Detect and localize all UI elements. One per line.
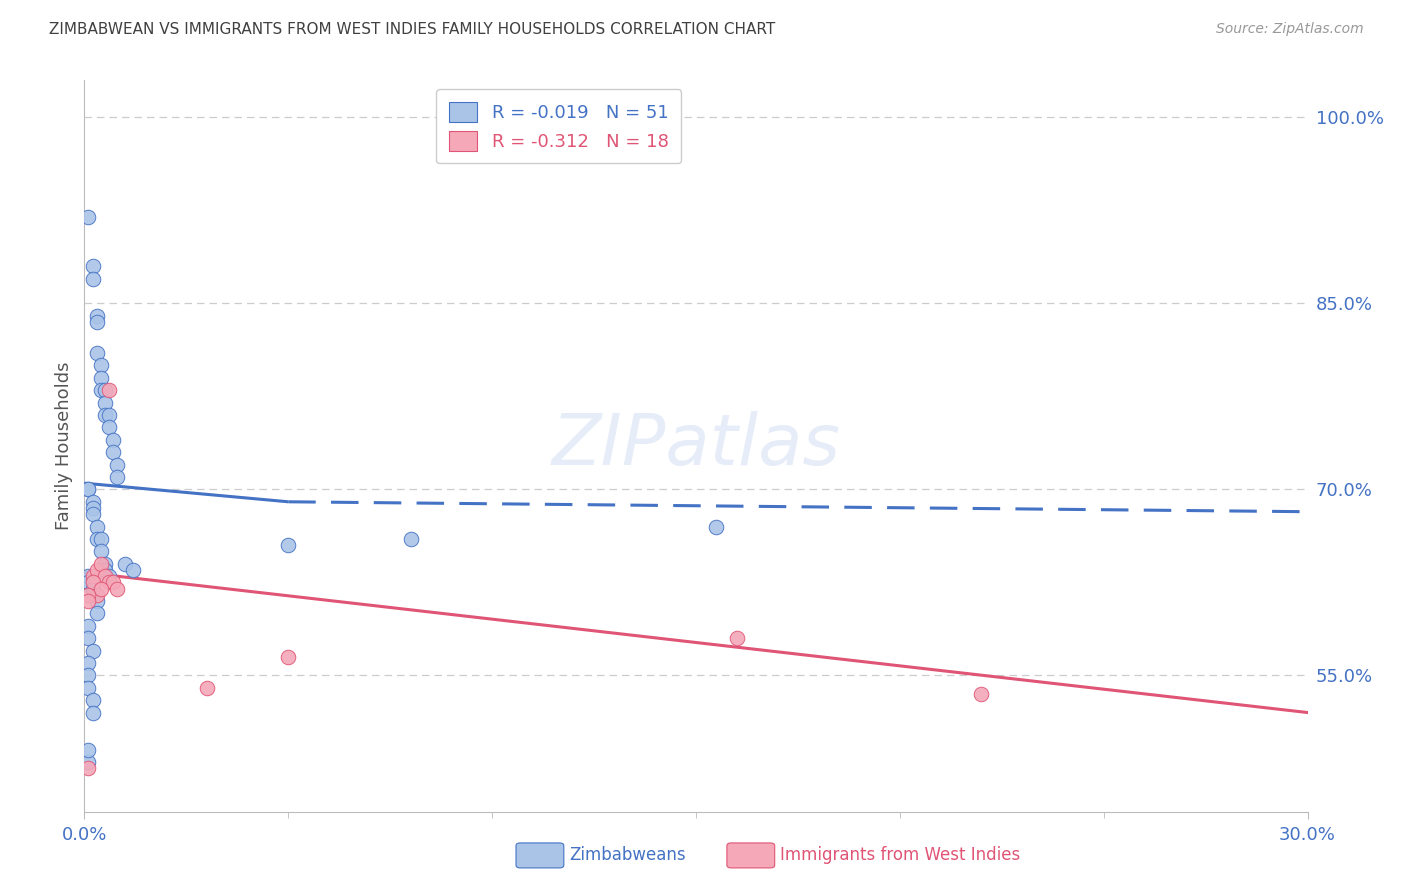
Point (77, 588, 100, 602)
Point (82, 569, 104, 583)
Point (82, 693, 104, 707)
Point (90, 359, 112, 373)
Text: Source: ZipAtlas.com: Source: ZipAtlas.com (1216, 22, 1364, 37)
Point (195, 681, 218, 695)
Point (97, 569, 120, 583)
Point (82, 271, 104, 285)
Point (277, 649, 299, 664)
Point (90, 383, 112, 397)
Point (277, 538, 299, 552)
Point (93, 563, 115, 577)
Point (86, 532, 108, 546)
Point (86, 588, 108, 602)
Point (77, 483, 100, 497)
Point (90, 582, 112, 596)
Point (706, 519, 728, 533)
Point (90, 544, 112, 558)
Point (90, 557, 112, 571)
Point (77, 483, 100, 497)
Text: ZIPatlas: ZIPatlas (551, 411, 841, 481)
Point (93, 383, 115, 397)
Point (77, 668, 100, 682)
Text: Immigrants from West Indies: Immigrants from West Indies (780, 847, 1021, 864)
Point (86, 563, 108, 577)
FancyBboxPatch shape (516, 843, 564, 868)
Point (82, 706, 104, 720)
Point (82, 507, 104, 521)
Point (105, 470, 128, 484)
Point (77, 755, 100, 769)
Point (77, 631, 100, 645)
Point (101, 433, 124, 447)
Point (77, 210, 100, 224)
Point (77, 575, 100, 590)
Point (97, 575, 120, 590)
Point (86, 594, 108, 608)
Point (90, 532, 112, 546)
FancyBboxPatch shape (727, 843, 775, 868)
Point (970, 687, 993, 701)
Legend: R = -0.019   N = 51, R = -0.312   N = 18: R = -0.019 N = 51, R = -0.312 N = 18 (436, 89, 682, 163)
Point (77, 761, 100, 775)
Point (93, 557, 115, 571)
Point (82, 582, 104, 596)
Point (90, 371, 112, 385)
Point (77, 619, 100, 633)
Point (82, 588, 104, 602)
Text: Zimbabweans: Zimbabweans (569, 847, 686, 864)
Point (82, 575, 104, 590)
Point (105, 458, 128, 472)
Point (86, 607, 108, 621)
Point (97, 383, 120, 397)
Point (82, 495, 104, 509)
Point (105, 582, 128, 596)
Point (77, 656, 100, 670)
Point (97, 408, 120, 422)
Point (77, 594, 100, 608)
Point (97, 420, 120, 434)
Point (114, 557, 136, 571)
Point (82, 643, 104, 657)
Point (93, 569, 115, 583)
Point (86, 309, 108, 323)
Point (101, 575, 124, 590)
Point (725, 631, 748, 645)
Y-axis label: Family Households: Family Households (55, 362, 73, 530)
Point (86, 315, 108, 329)
Point (86, 519, 108, 533)
Point (399, 532, 422, 546)
Point (77, 569, 100, 583)
Point (77, 681, 100, 695)
Point (93, 395, 115, 409)
Point (101, 445, 124, 459)
Text: ZIMBABWEAN VS IMMIGRANTS FROM WEST INDIES FAMILY HOUSEHOLDS CORRELATION CHART: ZIMBABWEAN VS IMMIGRANTS FROM WEST INDIE… (49, 22, 776, 37)
Point (77, 743, 100, 757)
Point (82, 259, 104, 273)
Point (82, 500, 104, 515)
Point (122, 563, 145, 577)
Point (86, 346, 108, 360)
Point (93, 408, 115, 422)
